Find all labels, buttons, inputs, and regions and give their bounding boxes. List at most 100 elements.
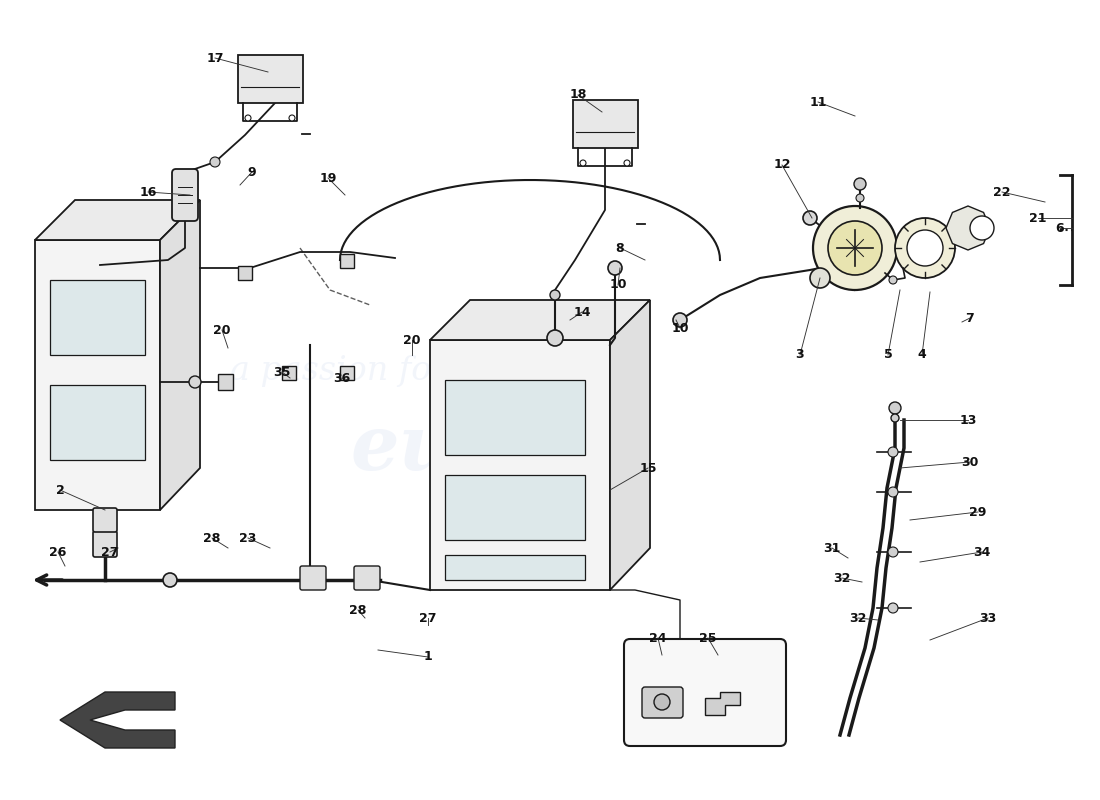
Text: 27: 27 xyxy=(419,611,437,625)
Text: 27: 27 xyxy=(101,546,119,558)
Bar xyxy=(446,380,585,455)
FancyBboxPatch shape xyxy=(624,639,786,746)
Text: 31: 31 xyxy=(823,542,840,554)
Circle shape xyxy=(210,157,220,167)
Text: 21: 21 xyxy=(1030,211,1047,225)
Text: 22: 22 xyxy=(993,186,1011,198)
FancyBboxPatch shape xyxy=(94,531,117,557)
Text: 24: 24 xyxy=(649,631,667,645)
Text: 20: 20 xyxy=(213,323,231,337)
Circle shape xyxy=(608,261,622,275)
Circle shape xyxy=(302,573,317,587)
Text: 29: 29 xyxy=(969,506,987,518)
Circle shape xyxy=(970,216,994,240)
Text: 30: 30 xyxy=(961,455,979,469)
Text: 18: 18 xyxy=(570,89,586,102)
Text: 12: 12 xyxy=(773,158,791,171)
Bar xyxy=(446,475,585,540)
Circle shape xyxy=(163,573,177,587)
Bar xyxy=(573,100,638,148)
Circle shape xyxy=(828,221,882,275)
Text: 25: 25 xyxy=(700,631,717,645)
Circle shape xyxy=(895,218,955,278)
Polygon shape xyxy=(430,340,610,590)
Text: 14: 14 xyxy=(573,306,591,318)
Bar xyxy=(50,280,145,355)
Text: 20: 20 xyxy=(404,334,420,346)
Text: 11: 11 xyxy=(810,95,827,109)
Text: 8: 8 xyxy=(616,242,625,254)
Bar xyxy=(340,366,354,380)
Text: a passion for parts: a passion for parts xyxy=(230,355,546,387)
Bar xyxy=(50,385,145,460)
FancyBboxPatch shape xyxy=(354,566,379,590)
Circle shape xyxy=(189,376,201,388)
Circle shape xyxy=(813,206,896,290)
Circle shape xyxy=(891,414,899,422)
Circle shape xyxy=(803,211,817,225)
Circle shape xyxy=(624,160,630,166)
Circle shape xyxy=(888,487,898,497)
Circle shape xyxy=(654,694,670,710)
Text: 28: 28 xyxy=(204,531,221,545)
Polygon shape xyxy=(705,692,740,715)
Bar xyxy=(895,240,899,256)
Text: 1: 1 xyxy=(424,650,432,663)
Text: 2: 2 xyxy=(56,483,65,497)
Circle shape xyxy=(889,402,901,414)
FancyBboxPatch shape xyxy=(172,169,198,221)
Circle shape xyxy=(810,268,830,288)
Text: 17: 17 xyxy=(207,51,223,65)
Text: 33: 33 xyxy=(979,611,997,625)
Circle shape xyxy=(673,313,688,327)
Polygon shape xyxy=(35,240,160,510)
Text: 16: 16 xyxy=(140,186,156,198)
Text: 26: 26 xyxy=(50,546,67,558)
Circle shape xyxy=(550,290,560,300)
Text: 6: 6 xyxy=(1056,222,1065,234)
Circle shape xyxy=(908,230,943,266)
Text: 13: 13 xyxy=(959,414,977,426)
Text: 7: 7 xyxy=(966,311,975,325)
Text: 15: 15 xyxy=(639,462,657,474)
Text: 36: 36 xyxy=(333,371,351,385)
Circle shape xyxy=(854,178,866,190)
Text: 4: 4 xyxy=(917,349,926,362)
Bar xyxy=(238,266,252,280)
Bar xyxy=(218,374,233,390)
Polygon shape xyxy=(430,300,650,340)
Circle shape xyxy=(361,573,375,587)
Polygon shape xyxy=(610,300,650,590)
Polygon shape xyxy=(60,692,175,748)
Text: 9: 9 xyxy=(248,166,256,178)
Text: 32: 32 xyxy=(834,571,850,585)
Polygon shape xyxy=(35,200,200,240)
Text: europ: europ xyxy=(350,412,598,486)
Circle shape xyxy=(856,194,864,202)
Circle shape xyxy=(888,447,898,457)
Circle shape xyxy=(888,603,898,613)
Text: 34: 34 xyxy=(974,546,991,558)
Text: 23: 23 xyxy=(240,531,256,545)
Bar xyxy=(340,254,354,268)
FancyBboxPatch shape xyxy=(300,566,326,590)
Bar xyxy=(238,55,302,103)
Text: 10: 10 xyxy=(671,322,689,334)
Circle shape xyxy=(888,547,898,557)
Circle shape xyxy=(580,160,586,166)
Circle shape xyxy=(289,115,295,121)
Text: 3: 3 xyxy=(795,349,804,362)
Text: 28: 28 xyxy=(350,603,366,617)
FancyBboxPatch shape xyxy=(94,508,117,532)
Circle shape xyxy=(889,276,896,284)
Text: 35: 35 xyxy=(273,366,290,378)
Bar xyxy=(446,555,585,580)
Text: 10: 10 xyxy=(609,278,627,291)
Text: 19: 19 xyxy=(319,171,337,185)
Polygon shape xyxy=(160,200,200,510)
Text: 32: 32 xyxy=(849,611,867,625)
Polygon shape xyxy=(946,206,990,250)
Text: 5: 5 xyxy=(883,349,892,362)
Circle shape xyxy=(547,330,563,346)
Bar xyxy=(282,366,296,380)
